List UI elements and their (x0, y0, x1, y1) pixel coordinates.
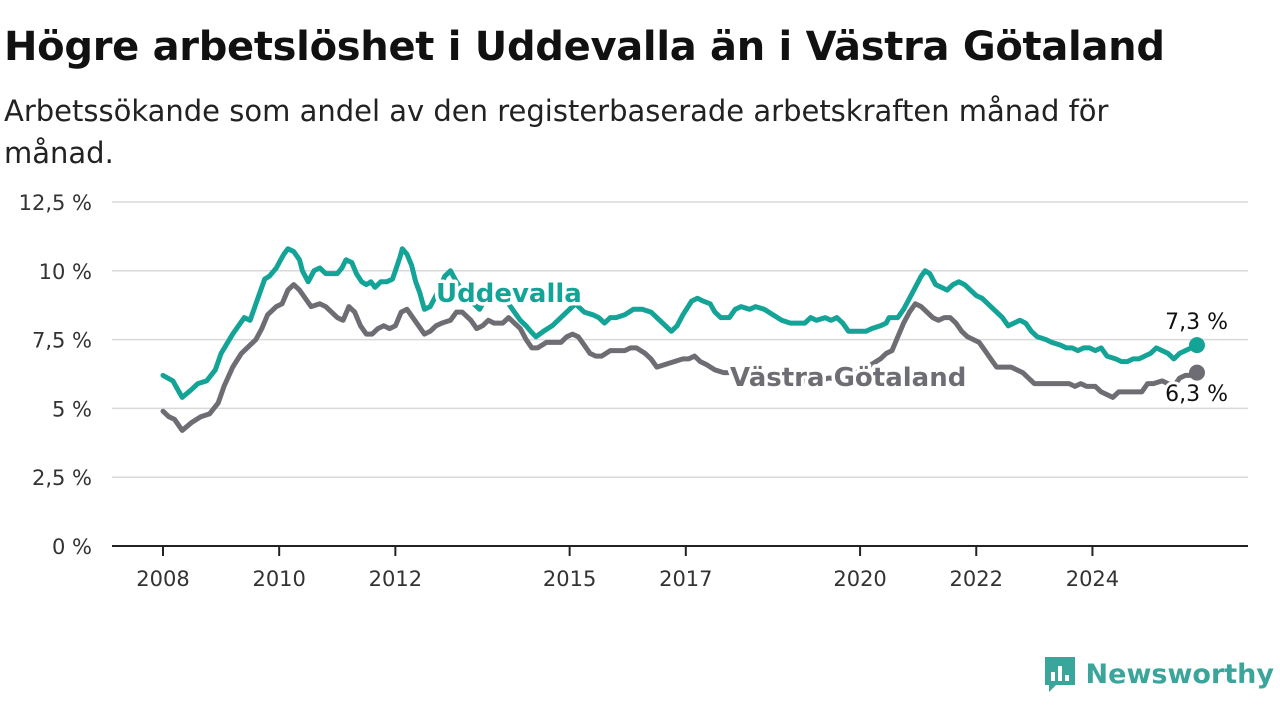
x-tick-label: 2015 (543, 567, 596, 591)
series-line-0 (160, 246, 1200, 400)
x-tick-label: 2022 (950, 567, 1003, 591)
x-tick-label: 2024 (1066, 567, 1119, 591)
x-axis-ticks: 2008 2010 2012 2015 2017 2020 2022 2024 (136, 546, 1119, 591)
x-tick-label: 2012 (369, 567, 422, 591)
x-tick-label: 2017 (659, 567, 712, 591)
series-labels: Uddevalla Västra Götaland 7,3 % 6,3 % (433, 276, 1232, 411)
newsworthy-logo-icon (1044, 657, 1075, 692)
y-tick-label: 0 % (52, 535, 92, 559)
chart-subtitle: Arbetssökande som andel av den registerb… (4, 94, 1109, 170)
y-tick-label: 12,5 % (19, 191, 92, 215)
series-lines (160, 246, 1205, 433)
series-end-label: 7,3 % (1165, 310, 1228, 335)
x-tick-label: 2010 (252, 567, 305, 591)
series-end-point-0 (1189, 337, 1205, 354)
series-end-label: 6,3 % (1165, 382, 1228, 407)
y-tick-label: 10 % (39, 260, 92, 284)
y-tick-label: 5 % (52, 397, 92, 421)
brand: Newsworthy (1042, 654, 1274, 694)
series-name-label: Västra Götaland (730, 363, 966, 393)
series-name-label: Uddevalla (436, 279, 582, 309)
y-tick-label: 7,5 % (32, 329, 92, 353)
y-axis-ticks: 0 % 2,5 % 5 % 7,5 % 10 % 12,5 % (19, 191, 92, 559)
gridlines (112, 201, 1248, 478)
y-tick-label: 2,5 % (32, 466, 92, 490)
series-line-1 (160, 282, 1200, 433)
x-tick-label: 2020 (833, 567, 886, 591)
chart-title: Högre arbetslöshet i Uddevalla än i Väst… (4, 24, 1165, 70)
brand-name: Newsworthy (1085, 658, 1274, 690)
series-end-point-1 (1189, 364, 1205, 381)
x-tick-label: 2008 (136, 567, 189, 591)
